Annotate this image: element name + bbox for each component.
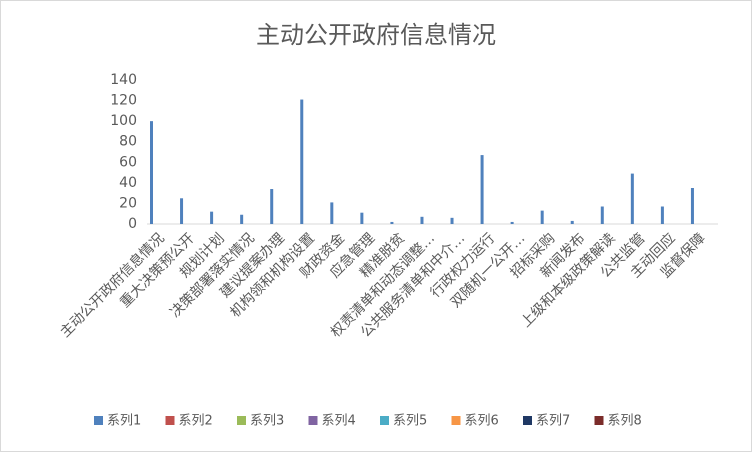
y-tick-label: 120 [110,93,137,109]
legend-swatch [451,416,461,425]
bar [450,217,454,224]
bar [600,206,604,224]
legend-swatch [165,416,175,425]
bar [300,99,304,224]
legend-swatch [308,416,318,425]
bar [420,216,424,224]
legend-swatch [523,416,532,425]
legend-label: 系列4 [322,414,356,429]
bar [180,198,184,224]
bar [510,221,514,224]
legend-swatch [237,416,246,425]
bar [540,210,544,224]
bar [690,188,694,224]
legend-label: 系列3 [250,414,284,429]
bar [570,220,574,224]
legend-label: 系列1 [107,414,141,429]
y-tick-label: 0 [128,216,137,232]
legend-label: 系列7 [536,414,570,429]
y-tick-label: 140 [110,72,137,88]
y-tick-label: 80 [119,134,137,150]
bar [270,189,274,224]
legend-swatch [94,416,103,425]
bar [150,121,153,224]
legend-swatch [380,416,389,425]
legend-label: 系列6 [465,414,499,429]
bar [210,211,214,224]
y-tick-label: 40 [119,175,137,191]
legend-label: 系列5 [393,414,427,429]
y-tick-label: 20 [119,195,137,211]
y-tick-label: 60 [119,154,137,170]
bar [390,221,394,224]
bar [330,202,334,224]
bar [630,173,634,224]
bar [360,212,364,224]
bar [240,214,244,224]
chart-title: 主动公开政府信息情况 [256,21,496,49]
bar [660,206,664,224]
legend-swatch [594,416,604,425]
bar [480,155,484,224]
y-tick-label: 100 [110,113,137,129]
legend-label: 系列2 [179,414,213,429]
legend-label: 系列8 [608,414,642,429]
